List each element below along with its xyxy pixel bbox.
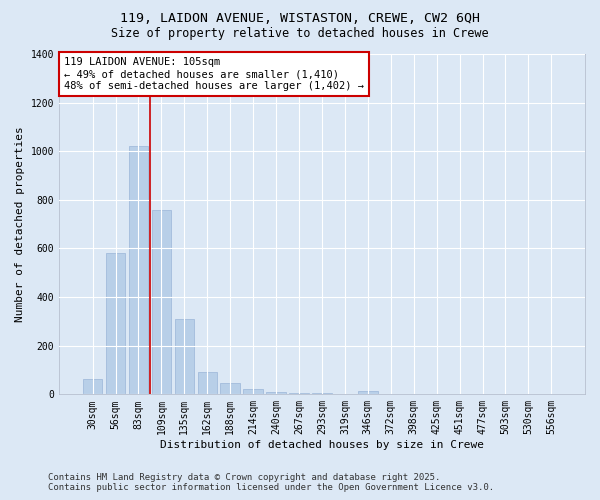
Bar bbox=[220, 384, 240, 394]
Bar bbox=[312, 393, 332, 394]
Text: 119 LAIDON AVENUE: 105sqm
← 49% of detached houses are smaller (1,410)
48% of se: 119 LAIDON AVENUE: 105sqm ← 49% of detac… bbox=[64, 58, 364, 90]
Y-axis label: Number of detached properties: Number of detached properties bbox=[15, 126, 25, 322]
Text: 119, LAIDON AVENUE, WISTASTON, CREWE, CW2 6QH: 119, LAIDON AVENUE, WISTASTON, CREWE, CW… bbox=[120, 12, 480, 26]
Text: Size of property relative to detached houses in Crewe: Size of property relative to detached ho… bbox=[111, 28, 489, 40]
Bar bbox=[358, 390, 377, 394]
Bar bbox=[83, 378, 103, 394]
Text: Contains HM Land Registry data © Crown copyright and database right 2025.
Contai: Contains HM Land Registry data © Crown c… bbox=[48, 473, 494, 492]
Bar bbox=[106, 254, 125, 394]
Bar bbox=[289, 393, 309, 394]
Bar bbox=[129, 146, 148, 394]
Bar bbox=[152, 210, 171, 394]
Bar bbox=[175, 319, 194, 394]
Bar bbox=[197, 372, 217, 394]
Bar bbox=[266, 392, 286, 394]
Bar bbox=[244, 390, 263, 394]
X-axis label: Distribution of detached houses by size in Crewe: Distribution of detached houses by size … bbox=[160, 440, 484, 450]
